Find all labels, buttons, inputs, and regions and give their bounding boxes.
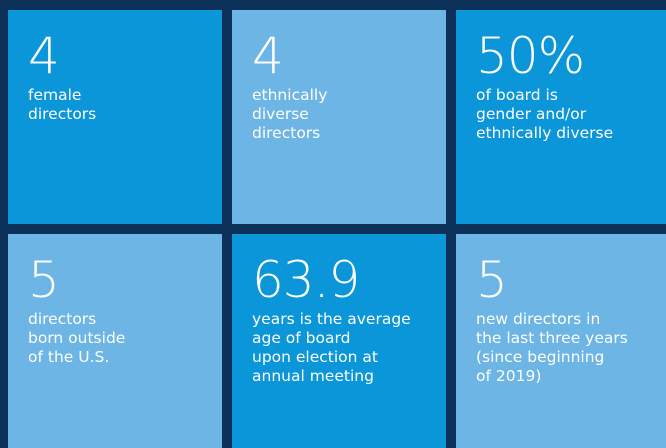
stat-label: ethnically xyxy=(252,86,328,104)
stat-label: female xyxy=(28,86,82,104)
stat-label: (since beginning xyxy=(476,348,605,366)
stat-value: 5 xyxy=(28,251,60,309)
stat-label: gender and/or xyxy=(476,105,587,123)
stat-label: ethnically diverse xyxy=(476,124,614,142)
stat-label: the last three years xyxy=(476,329,628,347)
stat-label: of 2019) xyxy=(476,367,542,385)
stat-value: 63.9 xyxy=(252,251,360,309)
stat-label: new directors in xyxy=(476,310,601,328)
stat-value: 4 xyxy=(28,27,60,85)
stat-label: diverse xyxy=(252,105,309,123)
stat-tile: 5 directors born outside of the U.S. xyxy=(8,234,222,448)
stat-label: years is the average xyxy=(252,310,411,328)
stat-label: of the U.S. xyxy=(28,348,110,366)
stat-tile: 4 ethnically diverse directors xyxy=(232,10,446,224)
stat-value: 50% xyxy=(476,27,585,85)
stat-label: age of board xyxy=(252,329,351,347)
stat-value: 5 xyxy=(476,251,508,309)
stat-tile: 5 new directors in the last three years (si… xyxy=(456,234,666,448)
stat-tile: 63.9 years is the average age of board upon… xyxy=(232,234,446,448)
stat-value: 4 xyxy=(252,27,284,85)
stat-label: directors xyxy=(28,310,97,328)
stat-label: upon election at xyxy=(252,348,378,366)
stat-tile: 50% of board is gender and/or ethnically di… xyxy=(456,10,666,224)
stat-label: born outside xyxy=(28,329,126,347)
stat-label: of board is xyxy=(476,86,558,104)
stat-label: directors xyxy=(252,124,321,142)
stat-tile: 4 female directors xyxy=(8,10,222,224)
stat-label: annual meeting xyxy=(252,367,374,385)
stat-label: directors xyxy=(28,105,97,123)
